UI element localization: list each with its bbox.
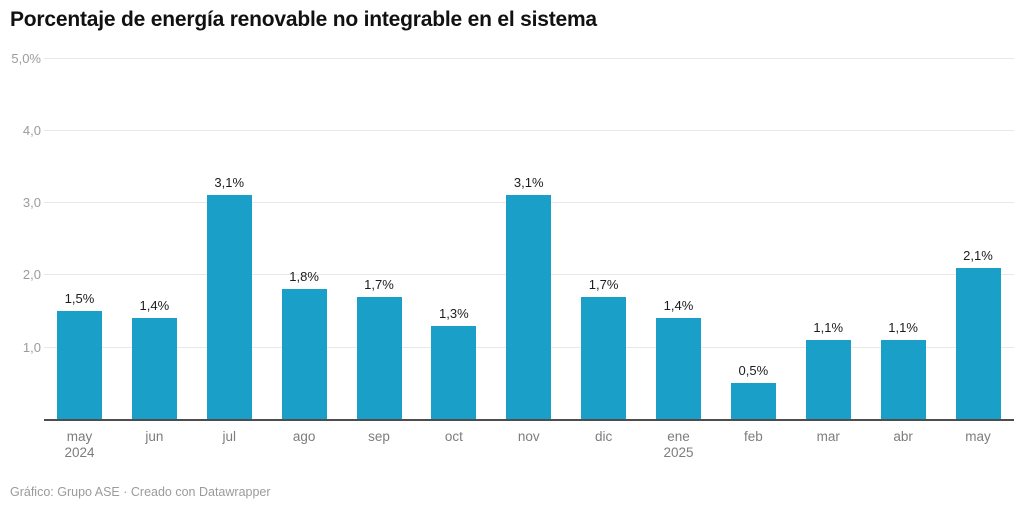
x-axis-category-label: feb <box>743 429 763 444</box>
y-axis-tick-label: 5,0% <box>11 50 41 66</box>
x-axis-year-label: 2024 <box>64 445 95 460</box>
gridline <box>44 57 1014 59</box>
bar-value-label: 1,3% <box>439 305 469 321</box>
bar-value-label: 1,7% <box>588 276 619 292</box>
bar[interactable] <box>356 296 402 420</box>
bar-value-label: 1,4% <box>663 298 694 314</box>
bar-value-label: 0,5% <box>738 363 769 379</box>
bar[interactable] <box>131 318 177 420</box>
bar-value-label: 3,1% <box>513 175 544 191</box>
x-axis-year-label: 2025 <box>663 445 694 460</box>
bar[interactable] <box>57 311 102 420</box>
bar-value-label: 1,4% <box>139 298 170 314</box>
bar[interactable] <box>431 325 477 420</box>
y-axis-tick-label: 4,0 <box>22 122 41 138</box>
x-axis-category-label: mar <box>816 429 840 444</box>
bar-value-label: 1,8% <box>289 269 319 285</box>
x-axis-category-label: dic <box>594 429 613 444</box>
x-axis-category-label: may <box>965 429 991 444</box>
x-axis-category-label: abr <box>893 429 913 444</box>
x-axis-category-label: may <box>66 429 93 444</box>
x-axis-category-label: oct <box>444 429 463 444</box>
bar-value-label: 3,1% <box>214 175 245 191</box>
bar[interactable] <box>656 318 701 420</box>
bar[interactable] <box>281 289 327 420</box>
x-axis-category-label: nov <box>517 429 540 444</box>
bar-value-label: 1,1% <box>888 319 918 335</box>
bar[interactable] <box>581 296 627 420</box>
x-axis-category-label: sep <box>368 429 390 444</box>
y-axis-tick-label: 3,0 <box>22 195 41 211</box>
attribution-text: Gráfico: Grupo ASE · Creado con Datawrap… <box>10 485 271 499</box>
bar-value-label: 1,7% <box>364 276 394 292</box>
bar-value-label: 1,5% <box>64 291 95 307</box>
y-axis-tick-label: 1,0 <box>22 339 41 355</box>
bar[interactable] <box>206 195 252 420</box>
y-axis-tick-label: 2,0 <box>22 267 41 283</box>
chart-title: Porcentaje de energía renovable no integ… <box>10 8 597 31</box>
bar-value-label: 1,1% <box>813 319 844 335</box>
bar[interactable] <box>955 267 1001 420</box>
x-axis-category-label: ago <box>292 429 316 444</box>
x-axis-category-label: jul <box>222 429 236 444</box>
bar-value-label: 2,1% <box>963 247 993 263</box>
bar[interactable] <box>506 195 552 420</box>
x-axis-category-label: ene <box>667 429 690 444</box>
x-axis-baseline <box>44 418 1014 421</box>
bar[interactable] <box>730 383 776 420</box>
bar[interactable] <box>805 339 851 420</box>
x-axis-category-label: jun <box>145 429 164 444</box>
bar[interactable] <box>880 339 926 420</box>
gridline <box>44 129 1014 131</box>
